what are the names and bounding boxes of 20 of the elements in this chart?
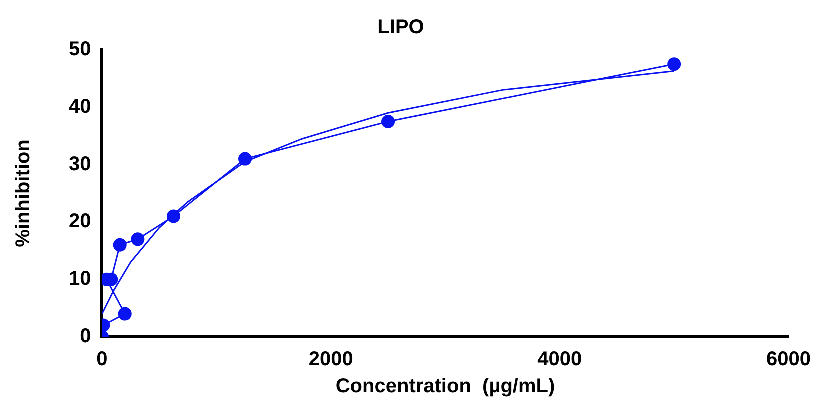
y-tick-label: 50 — [68, 38, 92, 61]
y-tick-label: 40 — [68, 96, 92, 118]
point — [238, 152, 252, 166]
y-tick-label: 10 — [68, 268, 92, 290]
chart-title: LIPO — [378, 16, 424, 39]
x-axis-title: Concentration (µg/mL) — [336, 376, 556, 398]
x-tick-label: 4000 — [538, 348, 582, 371]
point — [668, 58, 682, 72]
x-tick-label: 0 — [96, 348, 108, 371]
point — [382, 115, 396, 128]
y-tick-label: 20 — [68, 210, 92, 233]
point — [167, 210, 181, 224]
y-tick-label: 30 — [68, 153, 92, 176]
y-tick-label: 0 — [80, 326, 92, 348]
x-tick-label: 6000 — [766, 348, 812, 371]
point — [118, 307, 132, 321]
x-tick-label: 2000 — [308, 348, 354, 371]
point — [131, 232, 145, 246]
point — [113, 238, 127, 252]
y-axis-title: %inhibition — [12, 140, 35, 248]
